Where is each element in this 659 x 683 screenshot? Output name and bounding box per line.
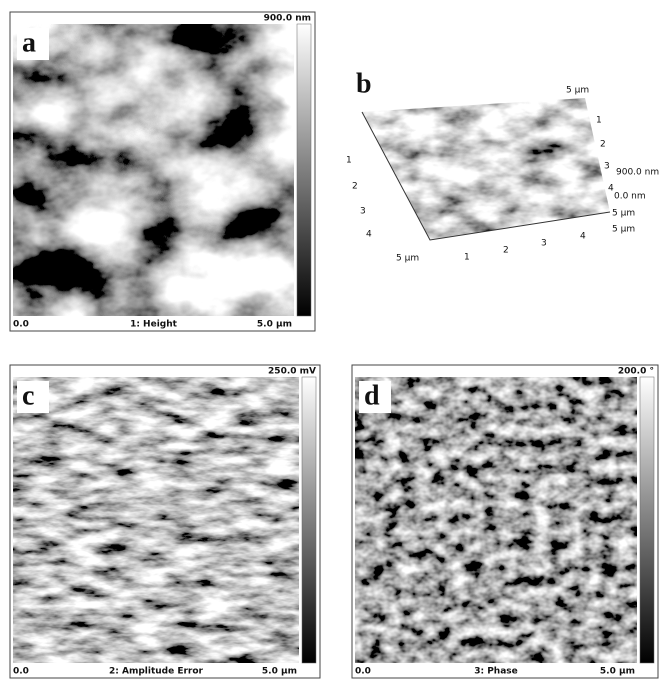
axis-label: 900.0 nm [616,168,659,178]
axis-label: 0.0 nm [614,192,646,202]
x-max: 5.0 µm [262,667,297,677]
axis-label: 3 [541,239,547,249]
panel-3d: b 5 µm 1 2 3 4 1 2 3 4 5 µm 1 2 3 4 5 µm… [346,68,659,263]
axis-label: 5 µm [396,254,419,264]
axis-label: 1 [464,253,470,263]
x-min: 0.0 [355,667,371,677]
x-min: 0.0 [13,320,29,330]
panel-label: d [364,380,380,411]
axis-label: 5 µm [612,209,635,219]
afm-image [13,24,294,316]
caption: 1: Height [130,320,178,330]
axis-label: 1 [596,116,602,126]
color-bar [296,23,312,317]
color-bar [301,376,317,664]
caption: 3: Phase [474,667,518,677]
surface-3d [362,98,610,240]
label-box [359,381,391,413]
x-max: 5.0 µm [600,667,635,677]
scale-max: 200.0 ° [618,367,654,377]
axis-label: 2 [503,246,509,256]
x-max: 5.0 µm [257,320,292,330]
scale-max: 250.0 mV [268,367,316,377]
axis-label: 5 µm [566,86,589,96]
caption: 2: Amplitude Error [109,667,204,677]
label-box [17,381,49,413]
scale-max: 900.0 nm [264,14,311,24]
afm-image [355,377,637,663]
label-box [17,28,49,60]
axis-label: 4 [608,184,614,194]
axis-label: 3 [360,207,366,217]
axis-label: 1 [346,156,352,166]
axis-label: 4 [366,230,372,240]
panel-label: c [22,380,34,411]
panel-label: a [22,27,36,58]
afm-image [13,377,299,663]
axis-label: 5 µm [612,225,635,235]
axis-label: 3 [604,162,610,172]
color-bar [639,376,655,664]
axis-frame [361,111,611,241]
axis-label: 4 [580,232,586,242]
axis-label: 2 [600,140,606,150]
axis-label: 2 [352,182,358,192]
x-min: 0.0 [13,667,29,677]
panel-label: b [356,68,372,99]
